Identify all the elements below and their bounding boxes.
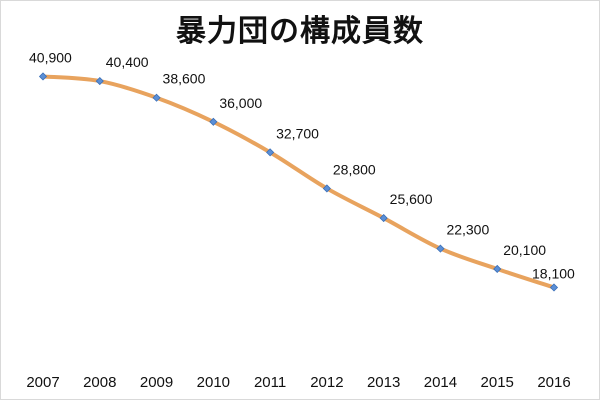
data-point-marker xyxy=(38,72,48,81)
x-tick-label: 2007 xyxy=(26,374,59,391)
data-label: 28,800 xyxy=(333,161,376,177)
x-tick-label: 2015 xyxy=(481,374,514,391)
data-label: 18,100 xyxy=(532,265,575,281)
x-tick-label: 2012 xyxy=(310,374,343,391)
data-label: 40,900 xyxy=(29,49,72,65)
data-point-marker xyxy=(322,184,331,193)
x-tick-label: 2011 xyxy=(254,374,286,391)
data-label: 38,600 xyxy=(163,71,206,87)
data-label: 40,400 xyxy=(106,54,149,70)
data-point-marker xyxy=(266,148,275,157)
data-label: 25,600 xyxy=(390,191,433,207)
x-tick-label: 2008 xyxy=(83,374,116,391)
data-point-marker xyxy=(379,213,388,223)
chart-title: 暴力団の構成員数 xyxy=(176,14,424,49)
x-tick-group: 2007 2008 2009 2010 2011 2012 2013 2014 2015 2016 xyxy=(26,374,570,391)
data-point-marker xyxy=(549,283,559,292)
x-tick-label: 2009 xyxy=(140,374,173,391)
x-tick-label: 2016 xyxy=(537,374,570,391)
x-tick-label: 2010 xyxy=(197,374,230,391)
data-point-marker xyxy=(209,117,218,126)
data-label: 32,700 xyxy=(276,125,319,141)
series-line xyxy=(41,74,556,290)
data-label-group: 40,900 40,400 38,600 36,000 32,700 28,800 25,6… xyxy=(29,49,575,281)
data-label: 22,300 xyxy=(446,222,489,238)
data-point-marker xyxy=(152,93,161,102)
marker-group xyxy=(38,72,559,292)
series-line-group xyxy=(41,74,556,290)
data-point-marker xyxy=(436,244,445,253)
x-tick-label: 2014 xyxy=(424,374,457,391)
data-point-marker xyxy=(493,264,502,274)
data-label: 20,100 xyxy=(503,242,546,258)
x-tick-label: 2013 xyxy=(367,374,400,391)
data-label: 36,000 xyxy=(219,95,262,111)
data-point-marker xyxy=(95,77,104,86)
